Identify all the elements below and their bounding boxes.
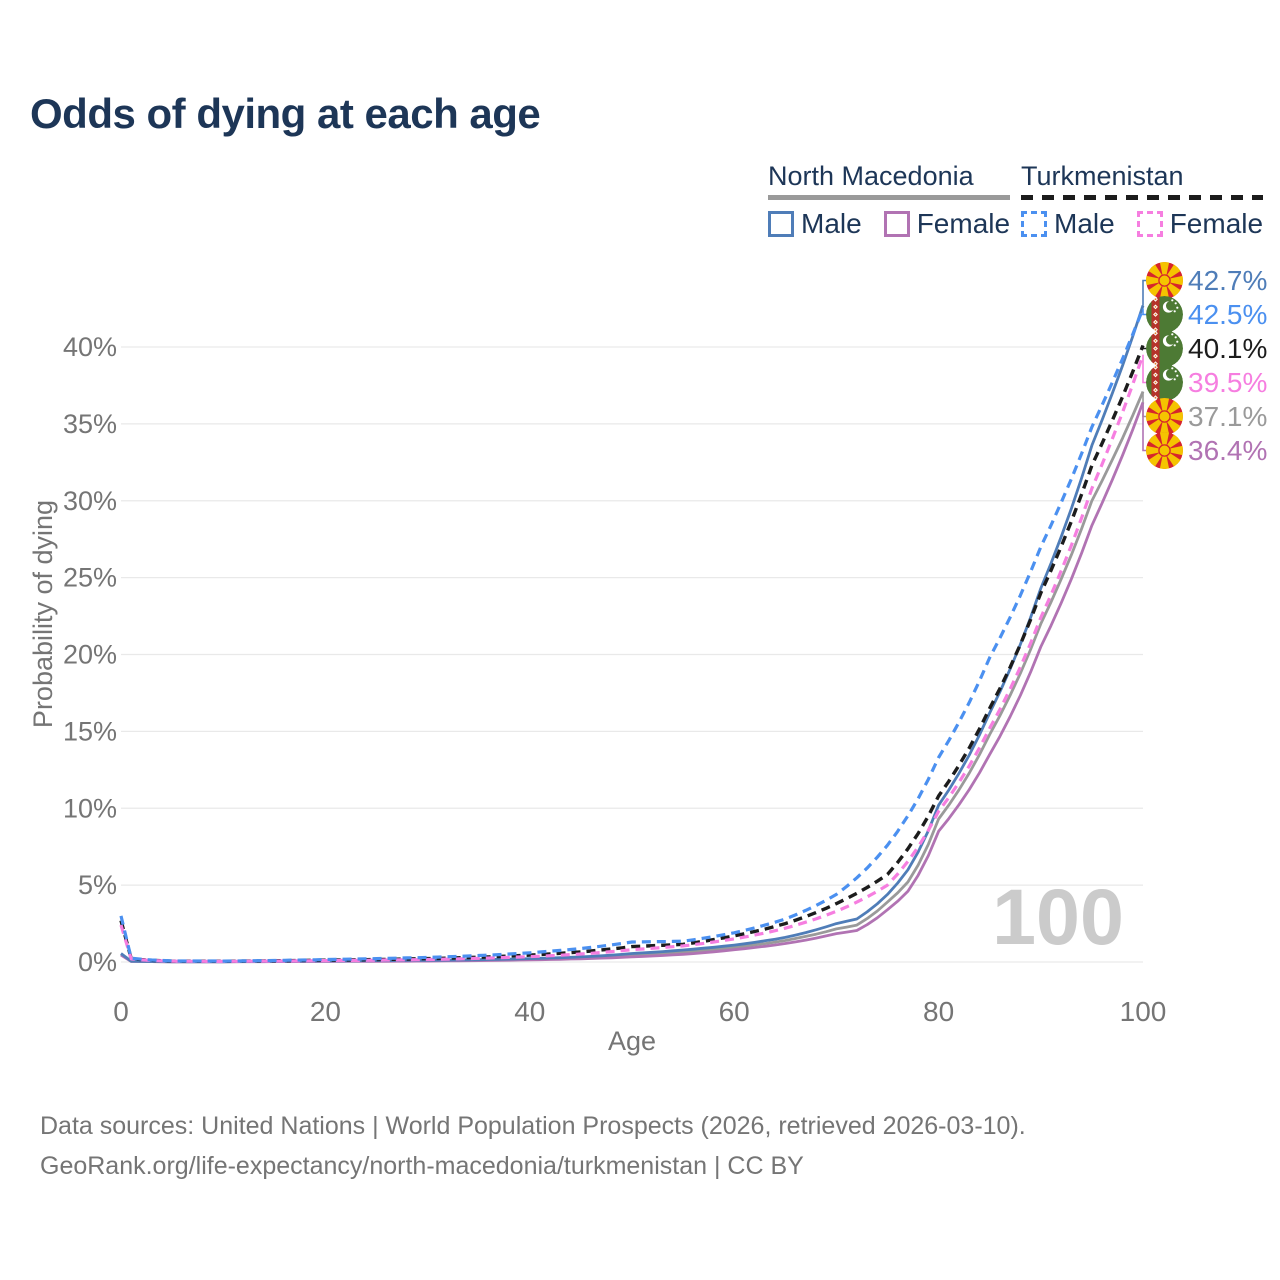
legend-country-turkmenistan[interactable]: Turkmenistan bbox=[1021, 161, 1264, 200]
legend-country-north-macedonia[interactable]: North Macedonia bbox=[768, 161, 1011, 200]
north-macedonia-flag-icon bbox=[1145, 397, 1184, 436]
legend-country-label: North Macedonia bbox=[768, 161, 974, 191]
x-tick-label: 100 bbox=[1120, 996, 1167, 1027]
series-line-mk-male[interactable] bbox=[120, 305, 1145, 964]
end-value-label-mk-female: 36.4% bbox=[1188, 435, 1267, 466]
end-value-label-tm-male: 42.5% bbox=[1188, 299, 1267, 330]
dashed-checkbox-icon bbox=[1021, 211, 1047, 237]
series-line-mk-female[interactable] bbox=[120, 401, 1145, 964]
legend-item-tm-male[interactable]: Male bbox=[1021, 208, 1115, 240]
north-macedonia-flag-icon bbox=[1145, 431, 1184, 470]
y-tick-label: 35% bbox=[63, 409, 117, 439]
footer-attribution-url: GeoRank.org/life-expectancy/north-macedo… bbox=[40, 1152, 804, 1180]
y-tick-label: 0% bbox=[78, 947, 117, 977]
legend-item-label: Male bbox=[1054, 208, 1115, 239]
x-tick-label: 0 bbox=[113, 996, 129, 1027]
y-tick-label: 40% bbox=[63, 332, 117, 362]
label-connector-tm-male bbox=[1142, 308, 1147, 316]
y-tick-label: 30% bbox=[63, 486, 117, 516]
y-tick-label: 10% bbox=[63, 793, 117, 823]
end-value-label-mk-all: 37.1% bbox=[1188, 401, 1267, 432]
end-value-label-mk-male: 42.7% bbox=[1188, 265, 1267, 296]
legend-item-label: Female bbox=[916, 208, 1011, 239]
legend-country-label: Turkmenistan bbox=[1021, 161, 1184, 191]
x-tick-label: 80 bbox=[923, 996, 954, 1027]
series-line-tm-male[interactable] bbox=[119, 308, 1145, 963]
turkmenistan-flag-icon bbox=[1146, 296, 1183, 334]
page-title: Odds of dying at each age bbox=[30, 90, 541, 137]
x-tick-label: 20 bbox=[310, 996, 341, 1027]
label-connector-mk-male bbox=[1142, 279, 1147, 306]
y-tick-label: 25% bbox=[63, 563, 117, 593]
footer-data-sources: Data sources: United Nations | World Pop… bbox=[40, 1112, 1026, 1140]
legend-item-label: Male bbox=[801, 208, 862, 239]
x-tick-label: 40 bbox=[514, 996, 545, 1027]
dashed-line-style-icon bbox=[1021, 195, 1264, 200]
north-macedonia-flag-icon bbox=[1145, 261, 1184, 300]
legend-item-tm-female[interactable]: Female bbox=[1136, 208, 1264, 240]
turkmenistan-flag-icon bbox=[1146, 330, 1183, 368]
legend-item-nm-female[interactable]: Female bbox=[883, 208, 1011, 240]
y-tick-label: 20% bbox=[63, 640, 117, 670]
end-value-label-tm-female: 39.5% bbox=[1188, 367, 1267, 398]
legend-group-north-macedonia: North Macedonia Male Female bbox=[768, 161, 1011, 240]
age-watermark: 100 bbox=[992, 872, 1124, 961]
footer: Data sources: United Nations | World Pop… bbox=[40, 1106, 1026, 1186]
x-tick-label: 60 bbox=[719, 996, 750, 1027]
turkmenistan-flag-icon bbox=[1146, 364, 1183, 402]
series-line-tm-all[interactable] bbox=[119, 344, 1145, 963]
label-connector-tm-all bbox=[1142, 345, 1147, 350]
checkbox-icon bbox=[883, 211, 910, 237]
dashed-checkbox-icon bbox=[1136, 211, 1163, 237]
x-axis-title: Age bbox=[608, 1026, 656, 1056]
legend-item-label: Female bbox=[1169, 208, 1264, 239]
solid-line-style-icon bbox=[768, 195, 1011, 200]
legend-group-turkmenistan: Turkmenistan Male Female bbox=[1021, 161, 1264, 240]
label-connector-mk-female bbox=[1142, 402, 1147, 452]
label-connector-tm-female bbox=[1142, 354, 1147, 384]
y-tick-label: 15% bbox=[63, 716, 117, 746]
legend-item-nm-male[interactable]: Male bbox=[768, 208, 862, 240]
y-tick-label: 5% bbox=[78, 870, 117, 900]
checkbox-icon bbox=[768, 211, 794, 237]
y-axis-title: Probability of dying bbox=[28, 500, 58, 728]
series-line-mk-all[interactable] bbox=[120, 391, 1145, 964]
end-value-label-tm-all: 40.1% bbox=[1188, 333, 1267, 364]
